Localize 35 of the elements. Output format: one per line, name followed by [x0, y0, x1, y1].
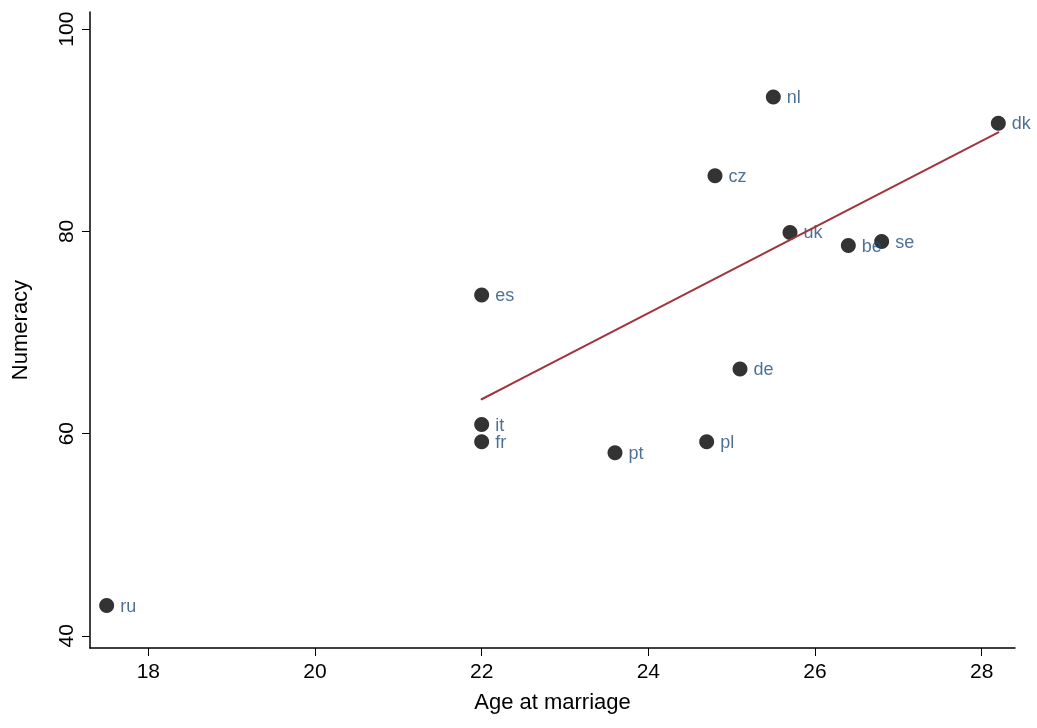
- data-label: se: [895, 231, 915, 252]
- y-tick-label: 80: [54, 219, 77, 244]
- x-tick-label: 20: [303, 659, 327, 682]
- point: [732, 361, 748, 377]
- data-label: ru: [120, 595, 137, 616]
- y-tick-label: 60: [54, 421, 77, 446]
- data-label: dk: [1011, 113, 1032, 134]
- point: [474, 417, 490, 433]
- point: [474, 287, 490, 303]
- data-label: be: [861, 235, 882, 256]
- data-label: pt: [628, 442, 644, 463]
- x-tick-label: 22: [469, 659, 494, 682]
- data-label: es: [495, 285, 515, 306]
- data-label: nl: [786, 86, 801, 107]
- point: [99, 598, 115, 614]
- data-label: pl: [720, 431, 735, 452]
- point: [840, 238, 856, 254]
- y-tick-label: 40: [54, 624, 77, 648]
- data-label: uk: [803, 222, 824, 243]
- x-tick-label: 26: [803, 659, 827, 682]
- x-tick-label: 24: [636, 659, 661, 682]
- point: [699, 434, 715, 450]
- data-label: cz: [728, 165, 747, 186]
- point: [990, 115, 1006, 131]
- y-axis-title: Numeracy: [6, 279, 32, 381]
- point: [765, 89, 781, 105]
- x-tick-label: 18: [136, 659, 161, 682]
- point: [474, 434, 490, 450]
- data-label: de: [753, 358, 774, 379]
- x-axis-title: Age at marriage: [474, 688, 631, 714]
- point: [707, 168, 723, 184]
- y-tick-label: 100: [54, 11, 77, 47]
- x-tick-label: 28: [969, 659, 994, 682]
- point: [782, 224, 798, 240]
- point: [607, 445, 623, 461]
